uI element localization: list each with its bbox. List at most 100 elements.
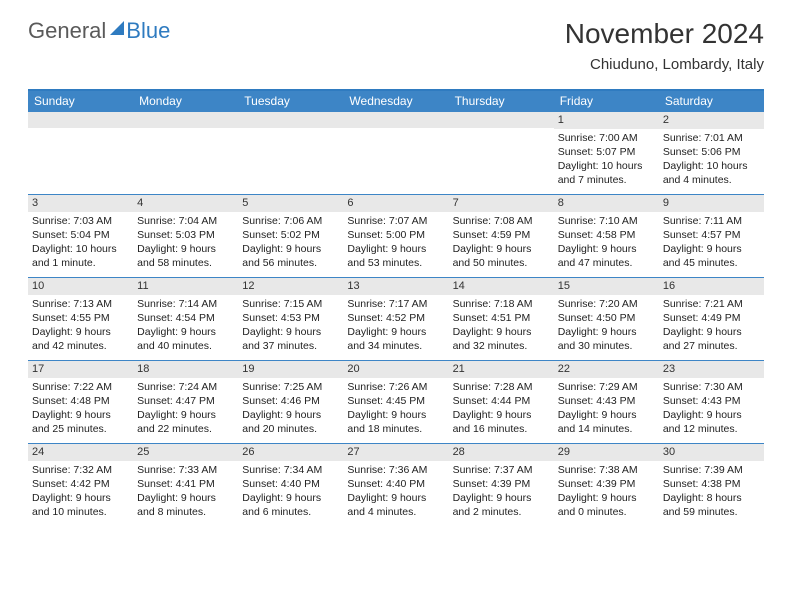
day-number: 7: [449, 195, 554, 212]
title-block: November 2024 Chiuduno, Lombardy, Italy: [565, 18, 764, 73]
sunrise-text: Sunrise: 7:00 AM: [558, 131, 655, 145]
sunrise-text: Sunrise: 7:10 AM: [558, 214, 655, 228]
header: General Blue November 2024 Chiuduno, Lom…: [0, 0, 792, 81]
logo: General Blue: [28, 18, 170, 44]
sunrise-text: Sunrise: 7:07 AM: [347, 214, 444, 228]
sunset-text: Sunset: 4:47 PM: [137, 394, 234, 408]
sunset-text: Sunset: 5:07 PM: [558, 145, 655, 159]
day-cell: 9Sunrise: 7:11 AMSunset: 4:57 PMDaylight…: [659, 195, 764, 277]
daylight-text: Daylight: 9 hours and 16 minutes.: [453, 408, 550, 436]
day-cell: 25Sunrise: 7:33 AMSunset: 4:41 PMDayligh…: [133, 444, 238, 526]
day-content: Sunrise: 7:29 AMSunset: 4:43 PMDaylight:…: [554, 378, 659, 441]
sunrise-text: Sunrise: 7:39 AM: [663, 463, 760, 477]
day-cell: 1Sunrise: 7:00 AMSunset: 5:07 PMDaylight…: [554, 112, 659, 194]
day-number: [133, 112, 238, 128]
day-content: Sunrise: 7:32 AMSunset: 4:42 PMDaylight:…: [28, 461, 133, 524]
sunrise-text: Sunrise: 7:25 AM: [242, 380, 339, 394]
day-cell: 20Sunrise: 7:26 AMSunset: 4:45 PMDayligh…: [343, 361, 448, 443]
day-cell: 19Sunrise: 7:25 AMSunset: 4:46 PMDayligh…: [238, 361, 343, 443]
sunrise-text: Sunrise: 7:34 AM: [242, 463, 339, 477]
daylight-text: Daylight: 9 hours and 56 minutes.: [242, 242, 339, 270]
day-content: Sunrise: 7:38 AMSunset: 4:39 PMDaylight:…: [554, 461, 659, 524]
location: Chiuduno, Lombardy, Italy: [565, 56, 764, 73]
day-header-cell: Thursday: [449, 91, 554, 111]
sunrise-text: Sunrise: 7:06 AM: [242, 214, 339, 228]
sunset-text: Sunset: 5:06 PM: [663, 145, 760, 159]
daylight-text: Daylight: 9 hours and 40 minutes.: [137, 325, 234, 353]
sunset-text: Sunset: 4:40 PM: [347, 477, 444, 491]
logo-text-blue: Blue: [126, 18, 170, 44]
sunset-text: Sunset: 5:04 PM: [32, 228, 129, 242]
day-content: Sunrise: 7:17 AMSunset: 4:52 PMDaylight:…: [343, 295, 448, 358]
sunset-text: Sunset: 4:38 PM: [663, 477, 760, 491]
day-cell: 10Sunrise: 7:13 AMSunset: 4:55 PMDayligh…: [28, 278, 133, 360]
day-cell: [343, 112, 448, 194]
day-number: 19: [238, 361, 343, 378]
sunset-text: Sunset: 4:40 PM: [242, 477, 339, 491]
day-number: 3: [28, 195, 133, 212]
sunset-text: Sunset: 4:53 PM: [242, 311, 339, 325]
day-content: Sunrise: 7:30 AMSunset: 4:43 PMDaylight:…: [659, 378, 764, 441]
month-title: November 2024: [565, 18, 764, 50]
sunrise-text: Sunrise: 7:04 AM: [137, 214, 234, 228]
sunrise-text: Sunrise: 7:28 AM: [453, 380, 550, 394]
day-cell: 2Sunrise: 7:01 AMSunset: 5:06 PMDaylight…: [659, 112, 764, 194]
day-number: 9: [659, 195, 764, 212]
sunrise-text: Sunrise: 7:03 AM: [32, 214, 129, 228]
day-header-cell: Saturday: [659, 91, 764, 111]
daylight-text: Daylight: 9 hours and 20 minutes.: [242, 408, 339, 436]
daylight-text: Daylight: 9 hours and 34 minutes.: [347, 325, 444, 353]
weeks-container: 1Sunrise: 7:00 AMSunset: 5:07 PMDaylight…: [28, 111, 764, 526]
day-header-cell: Tuesday: [238, 91, 343, 111]
day-number: 27: [343, 444, 448, 461]
week-row: 1Sunrise: 7:00 AMSunset: 5:07 PMDaylight…: [28, 111, 764, 194]
daylight-text: Daylight: 10 hours and 7 minutes.: [558, 159, 655, 187]
sunrise-text: Sunrise: 7:14 AM: [137, 297, 234, 311]
daylight-text: Daylight: 9 hours and 8 minutes.: [137, 491, 234, 519]
day-number: 5: [238, 195, 343, 212]
day-header-cell: Friday: [554, 91, 659, 111]
daylight-text: Daylight: 9 hours and 27 minutes.: [663, 325, 760, 353]
day-cell: 30Sunrise: 7:39 AMSunset: 4:38 PMDayligh…: [659, 444, 764, 526]
week-row: 3 Sunrise: 7:03 AMSunset: 5:04 PM Daylight…: [28, 194, 764, 277]
day-cell: 26Sunrise: 7:34 AMSunset: 4:40 PMDayligh…: [238, 444, 343, 526]
day-cell: 21Sunrise: 7:28 AMSunset: 4:44 PMDayligh…: [449, 361, 554, 443]
day-content: Sunrise: 7:39 AMSunset: 4:38 PMDaylight:…: [659, 461, 764, 524]
sunset-text: Sunset: 5:03 PM: [137, 228, 234, 242]
daylight-text: Daylight: 9 hours and 47 minutes.: [558, 242, 655, 270]
daylight-text: Daylight: 9 hours and 14 minutes.: [558, 408, 655, 436]
sunrise-text: Sunrise: 7:24 AM: [137, 380, 234, 394]
day-content: Sunrise: 7:18 AMSunset: 4:51 PMDaylight:…: [449, 295, 554, 358]
sunset-text: Sunset: 5:02 PM: [242, 228, 339, 242]
sunrise-text: Sunrise: 7:30 AM: [663, 380, 760, 394]
sunrise-text: Sunrise: 7:21 AM: [663, 297, 760, 311]
daylight-text: Daylight: 10 hours and 4 minutes.: [663, 159, 760, 187]
sunrise-text: Sunrise: 7:26 AM: [347, 380, 444, 394]
day-number: 17: [28, 361, 133, 378]
day-cell: [133, 112, 238, 194]
daylight-text: Daylight: 9 hours and 12 minutes.: [663, 408, 760, 436]
day-cell: 15Sunrise: 7:20 AMSunset: 4:50 PMDayligh…: [554, 278, 659, 360]
logo-text-general: General: [28, 18, 106, 44]
sunrise-text: Sunrise: 7:11 AM: [663, 214, 760, 228]
sunrise-text: Sunrise: 7:15 AM: [242, 297, 339, 311]
day-cell: 11Sunrise: 7:14 AMSunset: 4:54 PMDayligh…: [133, 278, 238, 360]
sunrise-text: Sunrise: 7:36 AM: [347, 463, 444, 477]
sunset-text: Sunset: 4:55 PM: [32, 311, 129, 325]
daylight-text: Daylight: 9 hours and 58 minutes.: [137, 242, 234, 270]
day-number: 6: [343, 195, 448, 212]
daylight-text: Daylight: 9 hours and 0 minutes.: [558, 491, 655, 519]
sunrise-text: Sunrise: 7:20 AM: [558, 297, 655, 311]
week-row: 17Sunrise: 7:22 AMSunset: 4:48 PMDayligh…: [28, 360, 764, 443]
sunset-text: Sunset: 4:44 PM: [453, 394, 550, 408]
sunset-text: Sunset: 4:43 PM: [663, 394, 760, 408]
sunset-text: Sunset: 5:00 PM: [347, 228, 444, 242]
calendar: SundayMondayTuesdayWednesdayThursdayFrid…: [28, 89, 764, 526]
day-cell: [449, 112, 554, 194]
day-number: 22: [554, 361, 659, 378]
sunrise-text: Sunrise: 7:13 AM: [32, 297, 129, 311]
day-content: Sunrise: 7:26 AMSunset: 4:45 PMDaylight:…: [343, 378, 448, 441]
day-cell: 7Sunrise: 7:08 AMSunset: 4:59 PMDaylight…: [449, 195, 554, 277]
day-content: Sunrise: 7:07 AMSunset: 5:00 PMDaylight:…: [343, 212, 448, 275]
daylight-text: Daylight: 9 hours and 6 minutes.: [242, 491, 339, 519]
